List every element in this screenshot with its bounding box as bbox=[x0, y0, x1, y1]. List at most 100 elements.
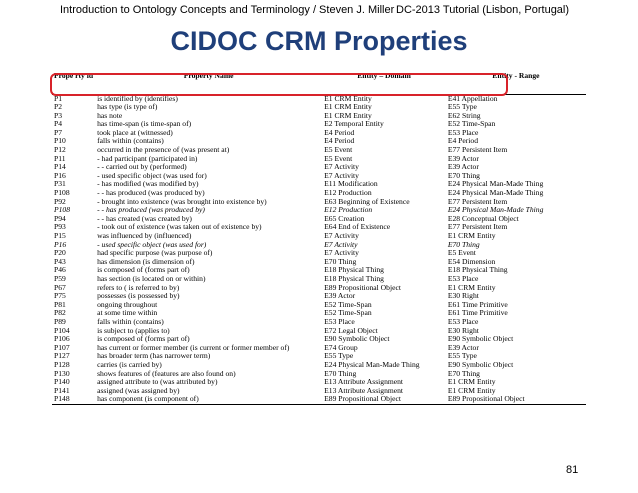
table-row: P16 - used specific object (was used for)… bbox=[52, 241, 586, 250]
range-cell: E18 Physical Thing bbox=[447, 266, 508, 275]
property-id-cell: P94 bbox=[54, 214, 66, 223]
range-cell: E70 Thing bbox=[447, 240, 480, 249]
table-row: P75 possesses (is possessed by) E39 Actor E… bbox=[52, 292, 586, 301]
property-id-cell: P3 bbox=[54, 111, 63, 120]
property-id-cell: P11 bbox=[54, 154, 66, 163]
table-row: P1 is identified by (identifies) E1 CRM En… bbox=[52, 94, 586, 103]
table-row: P20 had specific purpose (was purpose of)… bbox=[52, 249, 586, 258]
domain-cell: E89 Propositional Object bbox=[322, 395, 446, 405]
property-name-cell: has type (is type of) bbox=[97, 103, 158, 112]
range-cell: E77 Persistent Item bbox=[447, 146, 508, 155]
range-cell: E61 Time Primitive bbox=[447, 309, 508, 318]
table-row: P141 assigned (was assigned by) E13 Attrib… bbox=[52, 387, 586, 396]
domain-cell: E7 Activity bbox=[324, 249, 359, 258]
domain-cell: E89 Propositional Object bbox=[324, 283, 401, 292]
table-row: P148 has component (is component of) E89 P… bbox=[52, 395, 586, 405]
property-name-cell: assigned (was assigned by) bbox=[97, 386, 180, 395]
range-cell: E39 Actor bbox=[447, 343, 479, 352]
domain-cell: E72 Legal Object bbox=[324, 326, 378, 335]
property-name-cell: - used specific object (was used for) bbox=[97, 240, 207, 249]
property-name-cell: - - has created (was created by) bbox=[97, 214, 192, 223]
table-row: P31 - has modified (was modified by) E11 M… bbox=[52, 180, 586, 189]
domain-cell: E39 Actor bbox=[324, 292, 356, 301]
range-cell: E30 Right bbox=[447, 326, 479, 335]
property-name-cell: - has modified (was modified by) bbox=[97, 180, 199, 189]
table-row: P4 has time-span (is time-span of) E2 Temp… bbox=[52, 120, 586, 129]
table-body: P1 is identified by (identifies) E1 CRM En… bbox=[52, 94, 586, 405]
property-id-cell: P75 bbox=[54, 292, 66, 301]
domain-cell: E13 Attribute Assignment bbox=[324, 378, 404, 387]
range-cell: E1 CRM Entity bbox=[447, 386, 496, 395]
property-name-cell: has dimension (is dimension of) bbox=[97, 257, 195, 266]
property-id-cell: P20 bbox=[54, 249, 66, 258]
table-row: P7 took place at (witnessed) E4 Period E53 … bbox=[52, 129, 586, 138]
property-name-cell: falls within (contains) bbox=[97, 317, 164, 326]
domain-cell: E53 Place bbox=[324, 317, 355, 326]
property-id-cell: P107 bbox=[54, 343, 70, 352]
table-row: P127 has broader term (has narrower term)… bbox=[52, 352, 586, 361]
property-name-cell: at some time within bbox=[97, 309, 158, 318]
range-cell: E53 Place bbox=[447, 274, 479, 283]
domain-cell: E7 Activity bbox=[324, 171, 359, 180]
table-row: P82 at some time within E52 Time-Span E61 T… bbox=[52, 309, 586, 318]
property-id-cell: P67 bbox=[54, 283, 66, 292]
range-cell: E1 CRM Entity bbox=[447, 378, 496, 387]
property-name-cell: is subject to (applies to) bbox=[97, 326, 170, 335]
domain-cell: E64 End of Existence bbox=[324, 223, 391, 232]
property-name-cell: has time-span (is time-span of) bbox=[97, 120, 192, 129]
property-id-cell: P148 bbox=[52, 395, 96, 405]
domain-cell: E4 Period bbox=[324, 128, 355, 137]
domain-cell: E74 Group bbox=[324, 343, 358, 352]
table-row: P3 has note E1 CRM Entity E62 String bbox=[52, 112, 586, 121]
table-row: P14 - - carried out by (performed) E7 Acti… bbox=[52, 163, 586, 172]
property-name-cell: has broader term (has narrower term) bbox=[97, 352, 211, 361]
table-row: P81 ongoing throughout E52 Time-Span E61 Ti… bbox=[52, 301, 586, 310]
range-cell: E90 Symbolic Object bbox=[447, 360, 514, 369]
range-cell: E1 CRM Entity bbox=[447, 283, 496, 292]
range-cell: E70 Thing bbox=[447, 171, 480, 180]
property-id-cell: P106 bbox=[54, 335, 70, 344]
range-cell: E90 Symbolic Object bbox=[447, 335, 514, 344]
range-cell: E53 Place bbox=[447, 317, 479, 326]
property-id-cell: P92 bbox=[54, 197, 66, 206]
property-name-cell: - - has produced (was produced by) bbox=[97, 206, 205, 215]
range-cell: E24 Physical Man-Made Thing bbox=[447, 206, 544, 215]
property-name-cell: - had participant (participated in) bbox=[97, 154, 198, 163]
range-cell: E24 Physical Man-Made Thing bbox=[447, 180, 544, 189]
property-name-cell: was influenced by (influenced) bbox=[97, 232, 192, 240]
property-id-cell: P82 bbox=[54, 309, 66, 318]
property-id-cell: P16 bbox=[54, 171, 66, 180]
domain-cell: E70 Thing bbox=[324, 369, 357, 378]
property-name-cell: has note bbox=[97, 111, 123, 120]
property-id-cell: P108 bbox=[54, 189, 70, 198]
table-row: P140 assigned attribute to (was attribute… bbox=[52, 378, 586, 387]
table-row: P2 has type (is type of) E1 CRM Entity E55 … bbox=[52, 103, 586, 112]
table-row: P43 has dimension (is dimension of) E70 Th… bbox=[52, 258, 586, 267]
property-id-cell: P108 bbox=[54, 206, 71, 215]
domain-cell: E13 Attribute Assignment bbox=[324, 386, 404, 395]
column-header-entity-range: Entity - Range bbox=[445, 72, 586, 95]
domain-cell: E52 Time-Span bbox=[324, 309, 372, 318]
property-name-cell: carries (is carried by) bbox=[97, 360, 162, 369]
property-id-cell: P130 bbox=[54, 369, 70, 378]
domain-cell: E18 Physical Thing bbox=[324, 274, 384, 283]
table-row: P11 - had participant (participated in) E5… bbox=[52, 155, 586, 164]
range-cell: E55 Type bbox=[447, 352, 477, 361]
range-cell: E77 Persistent Item bbox=[447, 197, 508, 206]
properties-table: Prope rty id Property Name Entity – Doma… bbox=[52, 72, 586, 405]
range-cell: E53 Place bbox=[447, 128, 479, 137]
domain-cell: E18 Physical Thing bbox=[324, 266, 384, 275]
domain-cell: E7 Activity bbox=[324, 232, 359, 240]
domain-cell: E24 Physical Man-Made Thing bbox=[324, 360, 420, 369]
domain-cell: E55 Type bbox=[324, 352, 354, 361]
range-cell: E54 Dimension bbox=[447, 257, 496, 266]
property-name-cell: occurred in the presence of (was present… bbox=[97, 146, 230, 155]
domain-cell: E52 Time-Span bbox=[324, 300, 372, 309]
property-id-cell: P12 bbox=[54, 146, 66, 155]
table-row: P16 - used specific object (was used for)… bbox=[52, 172, 586, 181]
property-id-cell: P14 bbox=[54, 163, 66, 172]
property-id-cell: P15 bbox=[54, 232, 66, 240]
property-id-cell: P93 bbox=[54, 223, 66, 232]
property-name-cell: has component (is component of) bbox=[95, 395, 323, 405]
property-name-cell: - brought into existence (was brought in… bbox=[97, 197, 267, 206]
